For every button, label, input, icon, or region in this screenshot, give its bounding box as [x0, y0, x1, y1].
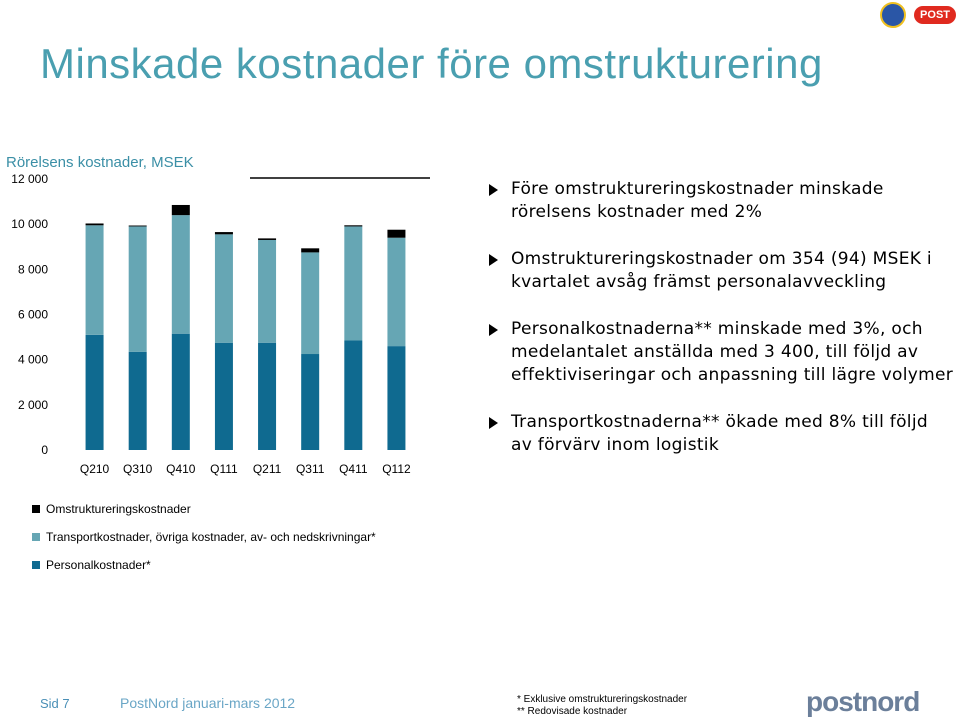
bullet-item: Omstruktureringskostnader om 354 (94) MS…	[484, 248, 954, 294]
bar-segment	[258, 239, 277, 343]
legend-swatch	[32, 533, 40, 541]
bar-segment	[85, 334, 104, 450]
bar-segment	[344, 226, 363, 341]
x-tick-label: Q311	[296, 462, 325, 476]
bar-segment	[214, 342, 233, 450]
page-number: Sid 7	[40, 696, 70, 711]
bullet-text: Före omstruktureringskostnader minskade …	[511, 179, 884, 222]
bar-segment	[387, 346, 406, 450]
x-tick-label: Q111	[210, 462, 238, 476]
bar-segment	[171, 204, 190, 216]
bar-segment	[301, 252, 320, 355]
y-tick-label: 4 000	[18, 353, 48, 367]
bar-segment	[128, 225, 147, 227]
x-tick-label: Q410	[166, 462, 196, 476]
legend-label: Transportkostnader, övriga kostnader, av…	[46, 530, 376, 544]
x-tick-label: Q310	[123, 462, 153, 476]
crest-logo-icon	[880, 2, 907, 28]
bar-segment	[85, 225, 104, 335]
bullet-arrow-icon	[489, 417, 498, 429]
bar-segment	[171, 215, 190, 334]
x-tick-label: Q112	[382, 462, 411, 476]
bar-segment	[258, 238, 277, 240]
bullet-item: Transportkostnaderna** ökade med 8% till…	[484, 411, 954, 457]
bullet-text: Omstruktureringskostnader om 354 (94) MS…	[511, 249, 932, 292]
bar-segment	[214, 232, 233, 235]
legend-item-transport: Transportkostnader, övriga kostnader, av…	[32, 530, 376, 544]
bar-segment	[344, 340, 363, 450]
x-tick-label: Q210	[80, 462, 110, 476]
legend-label: Omstruktureringskostnader	[46, 502, 191, 516]
bar-segment	[301, 248, 320, 253]
legend-label: Personalkostnader*	[46, 558, 151, 572]
legend-swatch	[32, 505, 40, 513]
bullet-arrow-icon	[489, 184, 498, 196]
footnote-2: ** Redovisade kostnader	[517, 706, 628, 717]
bullet-text: Personalkostnaderna** minskade med 3%, o…	[511, 319, 954, 385]
slide-title: Minskade kostnader före omstrukturering	[40, 40, 823, 87]
y-tick-label: 6 000	[18, 308, 48, 322]
y-tick-label: 0	[41, 443, 48, 457]
bar-segment	[387, 237, 406, 347]
header-badges: POST	[880, 2, 956, 28]
bullet-arrow-icon	[489, 254, 498, 266]
bar-segment	[128, 351, 147, 450]
x-tick-label: Q411	[339, 462, 368, 476]
chart-title: Rörelsens kostnader, MSEK	[6, 154, 194, 171]
y-tick-label: 12 000	[11, 172, 48, 186]
stacked-bar-chart: 0 2 000 4 000 6 000 8 000 10 000 12 000 Q210 Q31…	[11, 172, 430, 476]
legend-item-omstrukturering: Omstruktureringskostnader	[32, 502, 191, 516]
bullet-text: Transportkostnaderna** ökade med 8% till…	[511, 412, 928, 455]
footnotes: * Exklusive omstruktureringskostnader **…	[517, 694, 687, 718]
legend-swatch	[32, 561, 40, 569]
bar-segment	[344, 225, 363, 227]
bullet-list: Före omstruktureringskostnader minskade …	[484, 178, 954, 481]
bar-segment	[214, 234, 233, 343]
bar-segment	[85, 223, 104, 226]
bar-segment	[128, 226, 147, 352]
bullet-arrow-icon	[489, 324, 498, 336]
footnote-1: * Exklusive omstruktureringskostnader	[517, 694, 688, 705]
x-tick-label: Q211	[253, 462, 282, 476]
y-tick-label: 10 000	[11, 217, 48, 231]
y-tick-label: 2 000	[18, 398, 48, 412]
bar-segment	[171, 333, 190, 450]
y-tick-label: 8 000	[18, 262, 48, 276]
bar-segment	[301, 354, 320, 450]
legend-item-personal: Personalkostnader*	[32, 558, 151, 572]
post-logo-badge: POST	[914, 6, 956, 24]
footer-period: PostNord januari-mars 2012	[120, 695, 296, 711]
bullet-item: Personalkostnaderna** minskade med 3%, o…	[484, 318, 954, 387]
postnord-logo: postnord	[806, 686, 920, 717]
bullet-item: Före omstruktureringskostnader minskade …	[484, 178, 954, 224]
bar-segment	[387, 229, 406, 238]
bar-segment	[258, 342, 277, 450]
